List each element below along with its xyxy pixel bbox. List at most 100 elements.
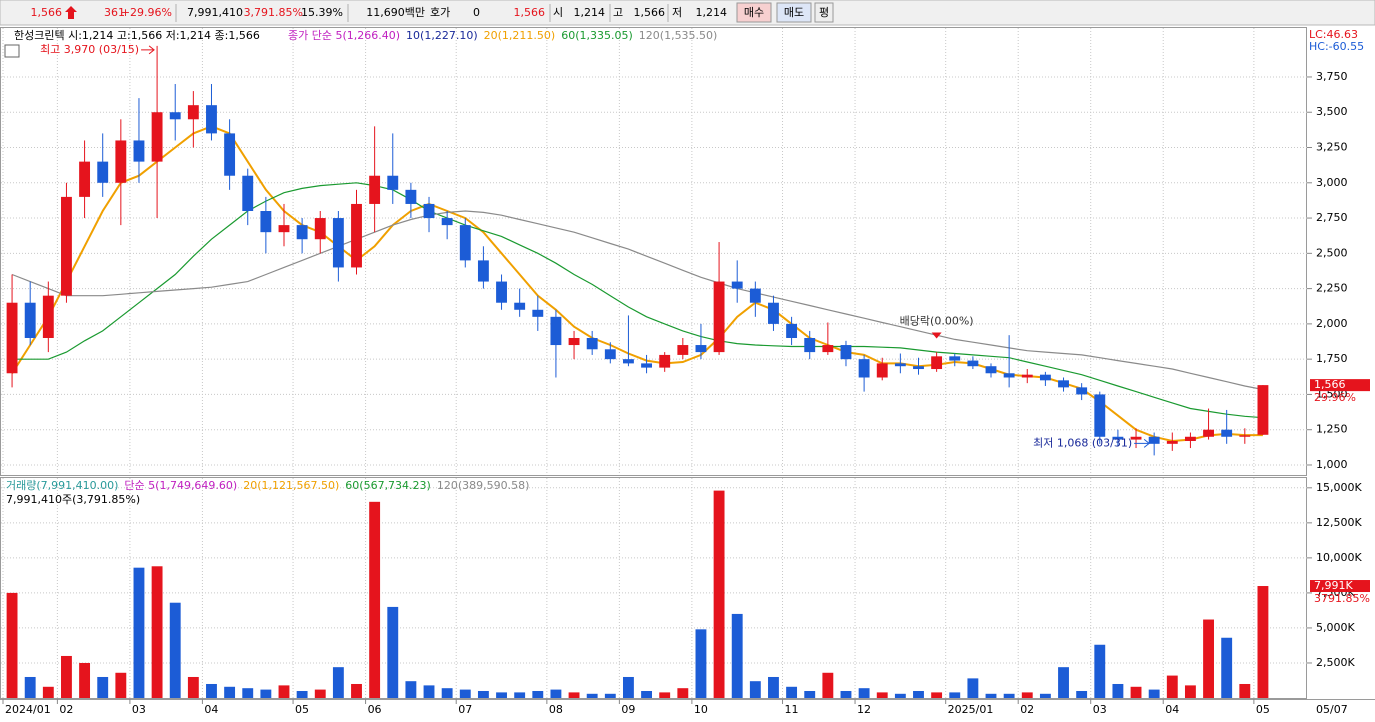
candle-body	[459, 225, 471, 261]
y-tick-label: 1,000	[1316, 458, 1348, 471]
toolbar-text: 1,214	[696, 6, 728, 19]
volume-bar	[405, 681, 417, 698]
volume-bar	[604, 693, 616, 698]
settings-icon[interactable]	[4, 44, 20, 58]
toolbar-button[interactable]	[776, 2, 812, 23]
candle-body	[314, 218, 326, 240]
toolbar-text: 7,991,410	[187, 6, 243, 19]
toolbar-button-label[interactable]: 평	[819, 6, 829, 19]
last-value-box	[1310, 379, 1370, 392]
candle-body	[786, 323, 798, 338]
y-tick-label: 3,500	[1316, 105, 1348, 118]
annotation: 배당락(0.00%)	[900, 315, 974, 328]
candle-body	[1076, 387, 1088, 395]
candle-body	[1239, 435, 1251, 437]
y-tick-label: 2,000	[1316, 317, 1348, 330]
candle-body	[822, 345, 834, 353]
x-tick-label: 04	[204, 703, 218, 716]
candle-body	[949, 356, 961, 361]
volume-bar	[1112, 683, 1124, 698]
y-tick-label: 2,250	[1316, 282, 1348, 295]
volume-bar	[804, 690, 816, 698]
legend-entry: 단순 5(1,749,649.60)	[124, 479, 237, 492]
candle-body	[133, 140, 145, 162]
volume-bar	[1094, 644, 1106, 698]
legend-entry: 60(567,734.23)	[345, 479, 431, 492]
toolbar-button[interactable]	[814, 2, 834, 23]
volume-bar	[713, 490, 725, 698]
volume-bar	[224, 686, 236, 698]
candle-body	[514, 302, 526, 310]
volume-bar	[1076, 690, 1088, 698]
toolbar-button-label[interactable]: 매수	[744, 6, 764, 19]
toolbar-text: 1,566	[514, 6, 546, 19]
candle-body	[1203, 429, 1214, 437]
annotation-arrow	[1134, 438, 1150, 448]
volume-bar	[242, 688, 254, 698]
candle-body	[659, 354, 671, 368]
candle-body	[369, 175, 381, 204]
toolbar-text: 0	[473, 6, 480, 19]
toolbar-text: 1,566	[31, 6, 63, 19]
candle-body	[604, 349, 616, 360]
candle-body	[731, 281, 743, 289]
toolbar-text: 361	[104, 6, 125, 19]
volume-bar	[187, 676, 199, 698]
volume-bar	[351, 683, 362, 698]
annotation: 최고 3,970 (03/15)	[40, 43, 139, 56]
volume-bar	[332, 667, 344, 698]
candle-body	[1003, 373, 1015, 378]
volume-panel	[0, 477, 1307, 699]
toolbar-text: 저	[672, 6, 682, 19]
volume-bar	[985, 693, 997, 698]
candle-body	[1058, 380, 1069, 388]
x-tick-label: 12	[857, 703, 871, 716]
volume-bar	[894, 693, 906, 698]
volume-bar	[477, 690, 489, 698]
y-tick-label: 1,750	[1316, 352, 1348, 365]
lc-label: LC:46.63	[1309, 28, 1358, 41]
candle-body	[441, 218, 453, 226]
candle-body	[1094, 394, 1106, 437]
volume-bar	[659, 692, 671, 698]
x-tick-label: 06	[368, 703, 382, 716]
candle-body	[1221, 429, 1233, 437]
ma-line	[11, 125, 1263, 443]
candle-body	[1130, 436, 1142, 440]
candle-body	[1112, 436, 1124, 440]
annotation-arrow	[141, 45, 155, 55]
volume-bar	[387, 606, 399, 698]
candle-body	[876, 363, 888, 378]
legend-entry: 20(1,211.50)	[484, 29, 556, 42]
volume-bar	[369, 501, 381, 698]
hc-label: HC:-60.55	[1309, 40, 1364, 53]
volume-bar	[913, 690, 924, 698]
toolbar-button[interactable]	[736, 2, 772, 23]
volume-bar	[514, 692, 526, 698]
volume-bar	[858, 688, 870, 698]
volume-bar	[151, 566, 163, 698]
toolbar-button-label[interactable]: 매도	[784, 6, 804, 19]
last-change-label: 29.96%	[1314, 391, 1356, 404]
volume-bar	[260, 689, 272, 698]
volume-bar	[1021, 692, 1033, 698]
legend-entry: 120(389,590.58)	[437, 479, 530, 492]
volume-bar	[423, 685, 435, 698]
volume-bar	[1257, 586, 1269, 698]
volume-bar	[768, 676, 779, 698]
candle-body	[858, 359, 870, 378]
volume-bar	[876, 692, 888, 698]
volume-bar	[459, 689, 471, 698]
candle-body	[206, 105, 217, 134]
volume-bar	[967, 678, 979, 698]
last-value-label: 1,566	[1314, 378, 1346, 391]
y-tick-label: 2,500K	[1316, 656, 1355, 669]
candle-body	[568, 337, 580, 346]
volume-bar	[24, 676, 36, 698]
last-change-label: 3791.85%	[1314, 592, 1370, 605]
x-tick-label: 2025/01	[948, 703, 994, 716]
candle-body	[985, 366, 997, 374]
volume-bar	[1166, 675, 1178, 698]
candle-body	[496, 281, 507, 303]
volume-bar	[532, 690, 544, 698]
